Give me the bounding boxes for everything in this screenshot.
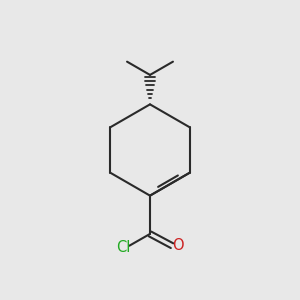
Text: Cl: Cl — [116, 240, 130, 255]
Text: O: O — [172, 238, 184, 253]
